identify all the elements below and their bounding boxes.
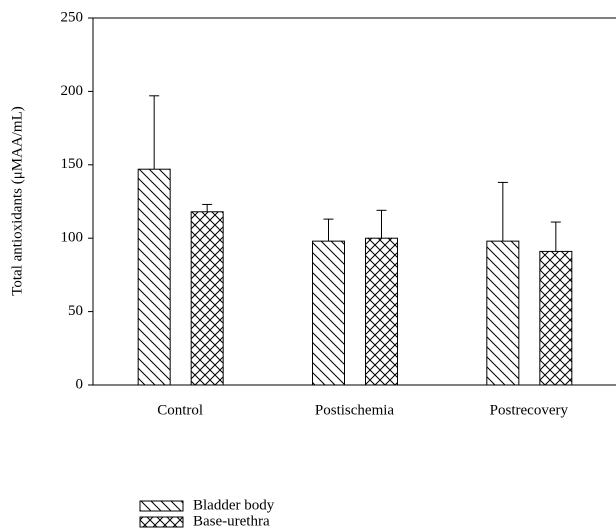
legend-swatch: [139, 500, 184, 512]
legend-label: Bladder body: [193, 497, 275, 513]
bar: [365, 237, 398, 386]
bar: [486, 240, 520, 386]
y-tick-label: 150: [61, 156, 84, 172]
bar: [137, 168, 171, 386]
bar: [190, 211, 224, 386]
y-tick-label: 100: [61, 230, 84, 246]
bar: [539, 250, 573, 386]
y-axis-label: Total antioxidants (μMAA/mL): [9, 106, 25, 295]
x-tick-label: Postischemia: [315, 402, 395, 418]
legend-swatch: [139, 516, 184, 528]
y-tick-label: 200: [61, 83, 84, 99]
legend-label: Base-urethra: [193, 513, 270, 529]
bar: [312, 240, 345, 386]
y-tick-label: 0: [76, 376, 84, 392]
x-tick-label: Control: [157, 402, 203, 418]
y-tick-label: 250: [61, 9, 84, 25]
x-tick-label: Postrecovery: [490, 402, 569, 418]
y-tick-label: 50: [68, 303, 83, 319]
